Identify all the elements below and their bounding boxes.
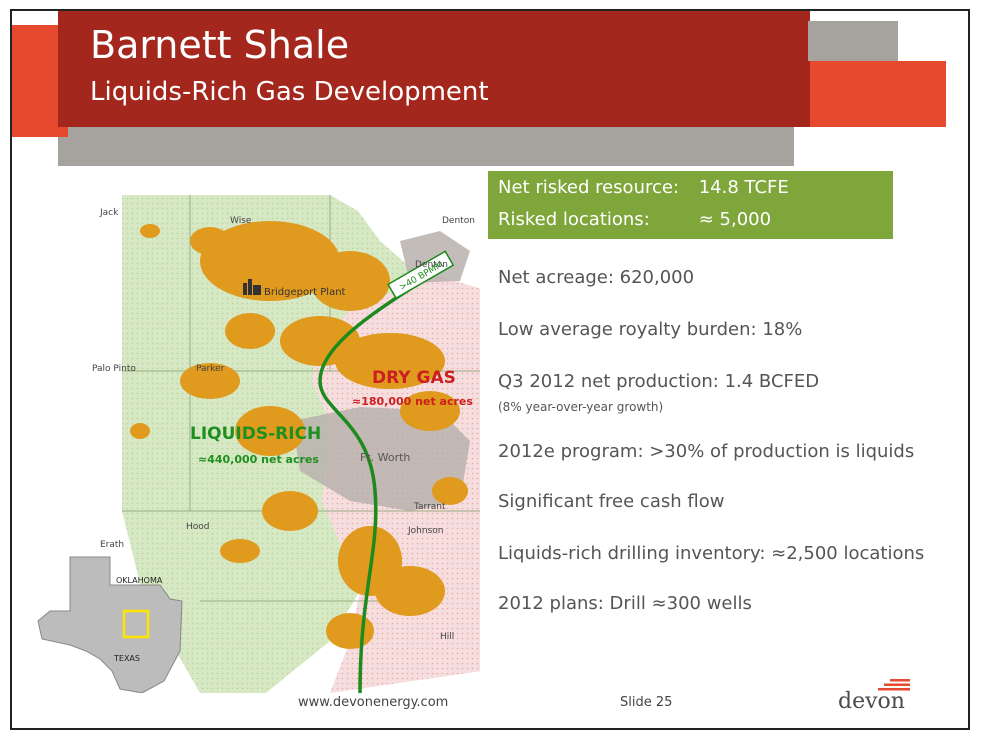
county-label-hood: Hood [186, 522, 210, 532]
bullet-free-cash-flow: Significant free cash flow [498, 491, 725, 512]
summary-row: Risked locations: ≈ 5,000 [498, 209, 771, 230]
dry-gas-acres: ≈180,000 net acres [352, 395, 473, 408]
bullet-production: Q3 2012 net production: 1.4 BCFED [498, 371, 820, 392]
county-label-tarrant: Tarrant [413, 502, 446, 512]
county-label-denton-2: Denton [415, 260, 448, 270]
slide-number: Slide 25 [620, 695, 673, 710]
county-label-hill: Hill [440, 632, 454, 642]
title-band [58, 11, 810, 127]
inset-label-oklahoma: OKLAHOMA [116, 576, 163, 585]
summary-value: 14.8 TCFE [698, 177, 789, 198]
resource-summary-box: Net risked resource: 14.8 TCFE Risked lo… [488, 171, 893, 239]
footer-url: www.devonenergy.com [298, 695, 449, 710]
production-growth-note: (8% year-over-year growth) [498, 400, 664, 414]
city-label-fort-worth: Ft. Worth [360, 451, 410, 464]
header-accent-right [810, 61, 946, 127]
fort-worth-urban-area [292, 407, 470, 511]
devon-logo: devon [838, 679, 918, 715]
bullet-net-acreage: Net acreage: 620,000 [498, 267, 695, 288]
county-label-parker: Parker [196, 364, 225, 374]
county-label-palo-pinto: Palo Pinto [92, 364, 136, 374]
bullet-liquids-program: 2012e program: >30% of production is liq… [498, 441, 915, 462]
county-label-denton-1: Denton [442, 216, 475, 226]
bullet-2012-plans: 2012 plans: Drill ≈300 wells [498, 593, 752, 614]
county-label-johnson: Johnson [407, 526, 443, 536]
texas-inset-map: OKLAHOMA TEXAS [37, 556, 183, 693]
summary-label: Net risked resource: [498, 177, 680, 198]
bullet-royalty: Low average royalty burden: 18% [498, 319, 803, 340]
logo-stripes-icon [878, 679, 910, 691]
summary-label: Risked locations: [498, 209, 650, 230]
slide-title: Barnett Shale [90, 23, 350, 67]
bullet-drilling-inventory: Liquids-rich drilling inventory: ≈2,500 … [498, 543, 925, 564]
plant-icon [243, 279, 261, 295]
barnett-shale-map: >40 BPMM Bridgeport Plant Jack Wise Dent… [37, 195, 480, 693]
slide-frame: Barnett Shale Liquids-Rich Gas Developme… [10, 9, 970, 730]
county-label-erath: Erath [100, 540, 124, 550]
acreage-blobs [130, 221, 468, 649]
county-label-wise: Wise [230, 216, 252, 226]
summary-value: ≈ 5,000 [698, 209, 772, 230]
inset-highlight-box [122, 609, 150, 639]
dry-gas-label: DRY GAS [372, 368, 456, 388]
inset-label-texas: TEXAS [113, 654, 140, 663]
header-gray-square [808, 21, 898, 61]
summary-row: Net risked resource: 14.8 TCFE [498, 177, 789, 198]
liquids-rich-label: LIQUIDS-RICH [190, 424, 321, 444]
plant-label: Bridgeport Plant [264, 287, 346, 298]
county-label-jack: Jack [99, 208, 119, 218]
logo-wordmark: devon [838, 689, 905, 714]
liquids-rich-acres: ≈440,000 net acres [198, 453, 319, 466]
slide-subtitle: Liquids-Rich Gas Development [90, 77, 489, 107]
pipeline-line [318, 287, 411, 693]
